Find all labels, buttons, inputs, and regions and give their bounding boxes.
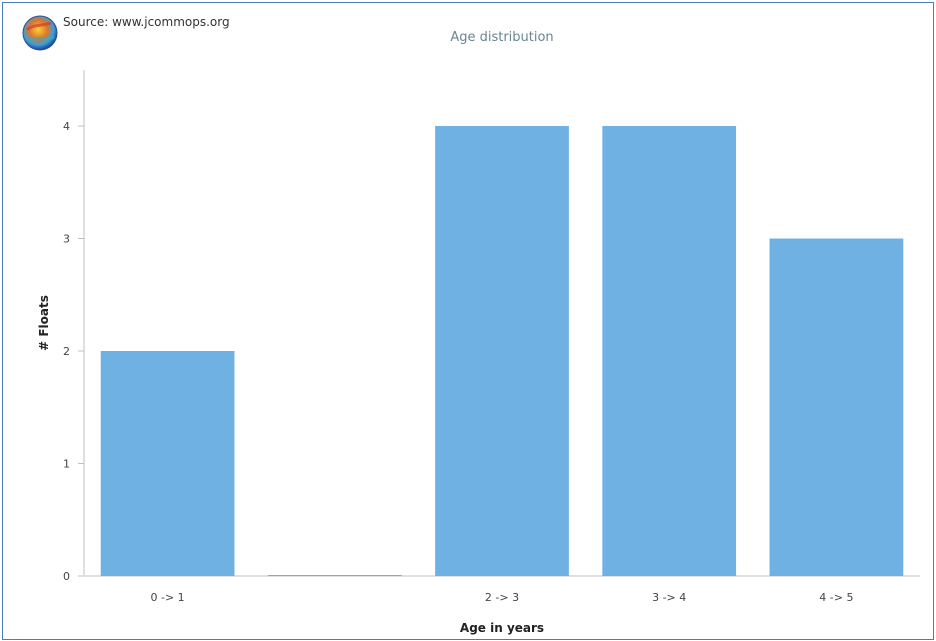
x-axis-label: Age in years [460, 621, 544, 635]
y-axis-label: # Floats [37, 295, 51, 351]
y-ticks: 0 1 2 3 4 [63, 120, 84, 583]
bar [100, 351, 235, 576]
y-tick-label: 4 [63, 120, 70, 133]
bar [602, 126, 737, 576]
x-tick-label: 2 -> 3 [485, 591, 519, 604]
y-tick-label: 2 [63, 345, 70, 358]
y-tick-label: 0 [63, 570, 70, 583]
bar [435, 126, 569, 576]
globe-logo-icon [22, 15, 58, 51]
y-tick-label: 3 [63, 233, 70, 246]
bar [267, 575, 402, 576]
source-label: Source: www.jcommops.org [63, 15, 230, 29]
x-ticks: 0 -> 1 2 -> 3 3 -> 4 4 -> 5 [151, 591, 854, 604]
x-tick-label: 4 -> 5 [819, 591, 853, 604]
x-tick-label: 0 -> 1 [151, 591, 185, 604]
bar [769, 238, 904, 576]
y-tick-label: 1 [63, 458, 70, 471]
bars [100, 126, 904, 576]
x-tick-label: 3 -> 4 [652, 591, 686, 604]
chart-title: Age distribution [450, 30, 553, 45]
